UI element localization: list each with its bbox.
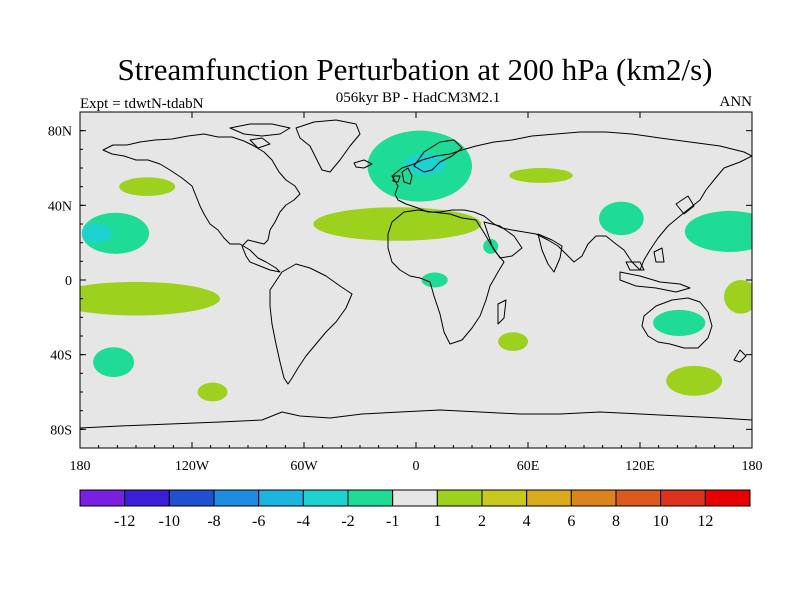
x-tick-label: 60W [290,459,318,474]
colorbar-label: 6 [567,513,575,530]
colorbar-label: -6 [252,513,265,530]
colorbar-box [570,489,617,507]
colorbar-label: -10 [159,513,180,530]
anomaly-region-southern-ocean-tasman [666,365,723,396]
coastline-south-america [269,263,353,385]
coastline-greenland [295,119,361,173]
anomaly-region-south-west-pacific [724,280,752,314]
coastline-north-america [102,133,301,273]
colorbar-label: 4 [523,513,531,530]
colorbar-label: 10 [653,513,669,530]
colorbar: -12 -10 -8 -6 -4 -2 -1 1 2 4 6 8 10 12 [79,489,751,530]
coastline-australia [641,297,713,349]
x-tick-label: 120W [175,459,210,474]
chart-title: Streamfunction Perturbation at 200 hPa (… [118,52,713,87]
y-tick-label: 80N [48,125,72,140]
coastlines [80,119,752,429]
colorbar-box [258,489,304,507]
anomaly-region-australia-south [653,309,706,336]
model-label: 056kyr BP - HadCM3M2.1 [336,90,500,106]
anomaly-region-south-pacific-central [197,382,228,402]
colorbar-label: -1 [386,513,399,530]
coastline-new-zealand [733,349,747,363]
colorbar-box [660,489,706,507]
y-tick-label: 80S [50,423,72,438]
anomaly-region-subtropical-pacific-east-core [81,224,112,243]
x-tick-label: 180 [742,459,763,474]
anomaly-region-north-pacific-east [119,177,176,197]
colorbar-label: -8 [207,513,220,530]
colorbar-box [392,489,438,507]
coastline-indonesia [619,247,691,293]
colorbar-box [436,489,483,507]
anomaly-region-south-indian-ocean [498,332,528,351]
y-tick-label: 40N [48,199,72,214]
colorbar-label: -2 [341,513,354,530]
colorbar-label: 12 [697,513,713,530]
coastline-britain [392,167,413,185]
colorbar-label: 2 [478,513,486,530]
y-tick-label: 0 [65,274,72,289]
x-tick-label: 120E [625,459,655,474]
coastline-madagascar [497,299,507,325]
coastline-eurasia [391,131,752,271]
anomaly-region-west-pacific [684,210,752,252]
colorbar-box [481,489,528,507]
colorbar-label: -12 [114,513,135,530]
x-tick-label: 0 [413,459,420,474]
coastline-japan [675,195,695,215]
colorbar-box [347,489,394,507]
axis-ticks: 180 120W 60W 0 60E 120E 180 80N 40N 0 40S 80S [48,112,763,474]
coastline-africa [387,209,505,345]
anomaly-region-mediterranean-atlantic-band [313,207,482,241]
coastline-arctic-islands [229,123,291,149]
colorbar-box [124,489,170,507]
coastline-antarctica [80,409,752,429]
anomaly-regions [80,130,752,402]
anomaly-region-north-atlantic-europe-core [404,153,446,176]
colorbar-box [213,489,260,507]
coastline-iceland [353,159,373,169]
colorbar-label: 1 [433,513,441,530]
colorbar-box [615,489,662,507]
anomaly-region-subtropical-pacific-east [81,212,150,254]
colorbar-box [79,489,126,507]
colorbar-box [168,489,215,507]
colorbar-label: 8 [612,513,620,530]
anomaly-region-east-asia [598,201,644,236]
anomaly-region-south-pacific-west [93,347,135,378]
anomaly-region-central-africa [421,272,448,288]
coastline-scandinavia [413,139,463,173]
anomaly-region-tropical-pacific-south [80,281,220,316]
season-label: ANN [720,94,753,110]
colorbar-box [302,489,349,507]
colorbar-label: -4 [297,513,310,530]
anomaly-region-central-asia [509,168,573,183]
x-tick-label: 180 [70,459,91,474]
y-tick-label: 40S [50,349,72,364]
coastline-india [537,233,563,273]
x-tick-label: 60E [517,459,540,474]
colorbar-box [704,489,751,507]
coastline-arabia [483,221,523,259]
experiment-label: Expt = tdwtN-tdabN [80,96,204,112]
colorbar-box [526,489,572,507]
